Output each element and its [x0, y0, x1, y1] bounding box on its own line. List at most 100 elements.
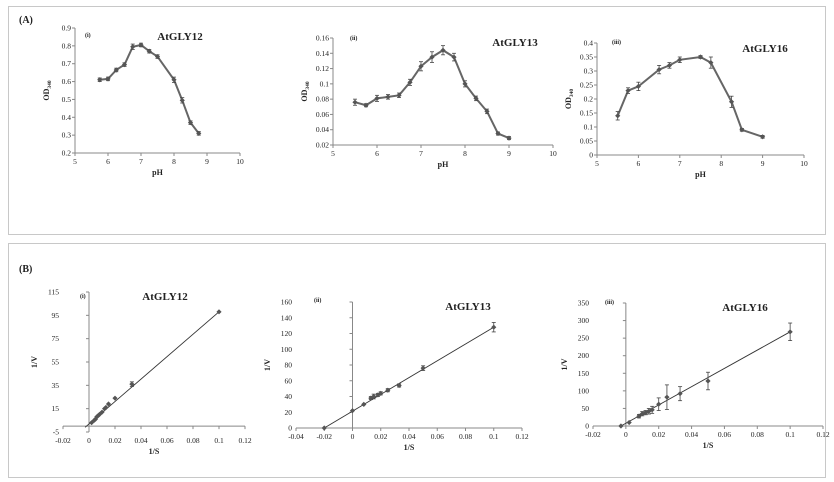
chart-3-y-tick-label: 0.15	[580, 109, 593, 118]
chart-4-y-tick-label: 35	[52, 381, 60, 390]
chart-5-x-tick-label: 0	[351, 432, 355, 441]
chart-3-x-tick-label: 7	[678, 159, 682, 168]
chart-1-data-point	[154, 53, 161, 60]
chart-2-x-tick-label: 5	[331, 149, 335, 158]
chart-3-y-tick-label: 0.3	[584, 67, 594, 76]
chart-3-data-point	[666, 62, 673, 68]
chart-2-data-point	[506, 135, 512, 141]
chart-4-sub-label: (i)	[80, 293, 86, 300]
chart-3-data-point	[615, 113, 621, 119]
chart-2-data-point	[407, 79, 413, 85]
chart-1-y-tick-label: 0.6	[62, 77, 72, 86]
chart-4-data-point	[92, 416, 99, 422]
chart-1-x-tick-label: 9	[205, 157, 209, 166]
chart-3-y-axis-label: OD340	[564, 89, 575, 110]
chart-5-data-point	[361, 401, 367, 407]
chart-3-x-tick-label: 6	[637, 159, 641, 168]
chart-6-y-tick-label: 200	[578, 351, 590, 360]
chart-2-data-point	[440, 47, 446, 53]
chart-6-data-point	[649, 407, 655, 413]
chart-4-data-point	[105, 401, 112, 407]
chart-4-data-point	[112, 395, 118, 401]
chart-3-data-point	[625, 88, 631, 94]
chart-2-data-point	[451, 54, 457, 60]
chart-4-title: AtGLY12	[142, 291, 188, 303]
chart-2-data-point	[429, 54, 435, 60]
chart-4-y-tick-label: 115	[48, 288, 59, 297]
chart-6-x-axis-label: 1/S	[703, 441, 714, 450]
chart-1-data-point	[138, 42, 144, 48]
chart-4-y-tick-label: 75	[52, 334, 60, 343]
chart-3-data-point	[739, 127, 745, 133]
chart-3-data-point	[677, 57, 683, 63]
chart-5-y-axis-label: 1/V	[263, 359, 272, 371]
chart-3-y-tick-label: 0.1	[584, 123, 594, 132]
chart-2-x-tick-label: 9	[507, 149, 511, 158]
chart-4-y-tick-label: 95	[52, 311, 60, 320]
chart-5-y-tick-label: 100	[281, 345, 293, 354]
chart-3-y-tick-label: 0	[589, 151, 593, 160]
chart-6-sub-label: (iii)	[605, 299, 614, 306]
chart-6-data-point	[787, 329, 793, 335]
chart-2-x-tick-label: 6	[375, 149, 379, 158]
chart-4-data-point	[129, 381, 135, 387]
chart-5-data-point	[420, 365, 426, 371]
chart-2-data-point	[352, 99, 358, 105]
chart-3-data-point	[656, 67, 662, 73]
panel-a-label: (A)	[19, 15, 33, 26]
chart-1-y-tick-label: 0.9	[62, 24, 72, 33]
chart-2-y-tick-label: 0.06	[316, 110, 329, 119]
chart-5-data-point	[491, 324, 497, 330]
chart-6-y-tick-label: 300	[578, 316, 590, 325]
chart-1-y-tick-label: 0.3	[62, 131, 72, 140]
chart-4-y-tick-label: 55	[52, 358, 60, 367]
chart-2-y-tick-label: 0.12	[316, 64, 329, 73]
chart-2-data-point	[385, 94, 391, 100]
chart-5-x-tick-label: 0.04	[402, 432, 415, 441]
chart-3-y-tick-label: 0.2	[584, 95, 594, 104]
chart-1-data-point	[146, 48, 152, 54]
chart-5-y-tick-label: 40	[285, 392, 293, 401]
chart-5-y-tick-label: 0	[288, 424, 292, 433]
chart-6-data-point	[642, 410, 649, 416]
chart-5-x-axis-label: 1/S	[404, 443, 415, 452]
chart-2-y-tick-label: 0.16	[316, 34, 329, 43]
chart-2-y-tick-label: 0.1	[320, 79, 330, 88]
chart-1-data-point	[121, 62, 128, 68]
chart-1-data-point	[113, 67, 119, 73]
chart-1-title: AtGLY12	[157, 31, 203, 43]
chart-5-y-tick-label: 140	[281, 313, 293, 322]
chart-3-x-tick-label: 9	[761, 159, 765, 168]
chart-6-y-tick-label: 50	[582, 404, 590, 413]
chart-6-data-point	[646, 408, 652, 414]
chart-6-data-point	[656, 401, 662, 407]
chart-5-y-tick-label: 160	[281, 298, 293, 307]
chart-2-y-tick-label: 0.14	[316, 49, 329, 58]
chart-5-y-tick-label: 60	[285, 376, 293, 385]
chart-1-series-line	[99, 43, 200, 134]
chart-2-data-point	[374, 95, 380, 101]
chart-3-y-tick-label: 0.35	[580, 53, 593, 62]
panel-a: (A)	[8, 6, 826, 235]
chart-1-data-point	[196, 130, 202, 136]
chart-1-data-point	[179, 97, 185, 103]
chart-4-x-tick-label: -0.02	[55, 436, 71, 445]
chart-4-x-tick-label: 0.06	[160, 436, 173, 445]
chart-1-data-point	[105, 76, 111, 82]
chart-2-series-line	[354, 49, 510, 140]
chart-2-data-point	[484, 108, 490, 114]
chart-2-x-tick-label: 10	[549, 149, 557, 158]
chart-1-data-point	[171, 77, 177, 83]
chart-2-y-tick-label: 0.02	[316, 141, 329, 150]
chart-4-data-point	[103, 404, 109, 411]
chart-1-y-axis-label: OD340	[42, 80, 53, 101]
chart-6-x-tick-label: 0.08	[751, 430, 764, 439]
chart-5-x-tick-label: 0.12	[515, 432, 528, 441]
chart-3-data-point	[708, 60, 714, 66]
chart-5-y-tick-label: 120	[281, 329, 293, 338]
chart-4-x-tick-label: 0.12	[238, 436, 251, 445]
chart-6-x-tick-label: 0.12	[816, 430, 829, 439]
chart-2-y-axis-label-subscript: 340	[305, 81, 311, 90]
chart-3-series-line	[616, 55, 763, 138]
chart-5-data-point	[396, 382, 402, 389]
